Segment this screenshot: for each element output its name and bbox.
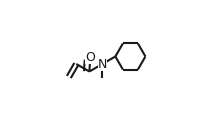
Text: O: O (85, 51, 95, 64)
Text: N: N (98, 57, 107, 71)
